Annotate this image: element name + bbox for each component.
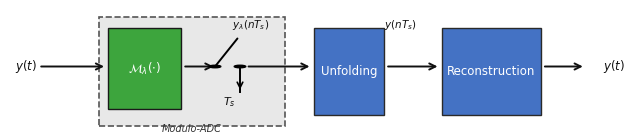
Text: Modulo-ADC: Modulo-ADC xyxy=(162,124,222,135)
Text: $T_s$: $T_s$ xyxy=(223,95,236,109)
Circle shape xyxy=(209,65,221,68)
Text: $y(t)$: $y(t)$ xyxy=(15,58,36,75)
Text: Unfolding: Unfolding xyxy=(321,65,377,78)
Text: $y(nT_s)$: $y(nT_s)$ xyxy=(384,18,416,32)
Text: $\mathcal{M}_{\lambda}(\cdot)$: $\mathcal{M}_{\lambda}(\cdot)$ xyxy=(128,60,161,77)
Text: $y(t)$: $y(t)$ xyxy=(604,58,625,75)
Bar xyxy=(442,28,541,115)
Text: Reconstruction: Reconstruction xyxy=(447,65,536,78)
Circle shape xyxy=(234,65,246,68)
Bar xyxy=(108,28,181,109)
Text: $y_{\lambda}(nT_s)$: $y_{\lambda}(nT_s)$ xyxy=(232,18,269,32)
Bar xyxy=(314,28,384,115)
Bar xyxy=(99,17,285,126)
